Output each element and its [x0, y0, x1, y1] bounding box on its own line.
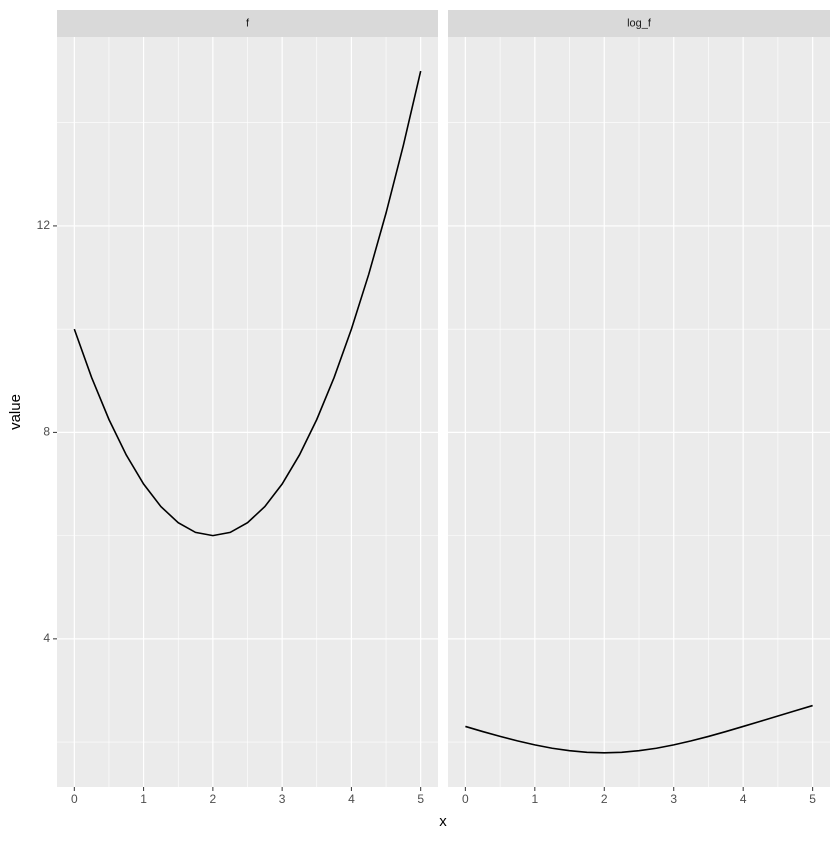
- x-tick-label: 4: [740, 792, 747, 806]
- x-tick-label: 0: [71, 792, 78, 806]
- strip-label: f: [246, 17, 250, 29]
- x-tick-label: 5: [809, 792, 816, 806]
- strip: [57, 10, 438, 37]
- line: [73, 70, 422, 537]
- x-tick-label: 2: [210, 792, 217, 806]
- x-tick-label: 3: [670, 792, 677, 806]
- y-tick-label: 4: [43, 631, 50, 645]
- x-tick-label: 1: [140, 792, 147, 806]
- x-tick-label: 2: [601, 792, 608, 806]
- x-tick-label: 4: [348, 792, 355, 806]
- strip-label: log_f: [627, 17, 652, 29]
- y-tick-label: 8: [43, 425, 50, 439]
- x-tick-label: 5: [417, 792, 424, 806]
- x-tick-label: 3: [279, 792, 286, 806]
- y-axis-title: value: [7, 394, 24, 430]
- line: [465, 704, 813, 754]
- strip: [448, 10, 830, 37]
- x-tick-label: 1: [531, 792, 538, 806]
- x-axis-title: x: [439, 813, 447, 830]
- y-tick-label: 12: [37, 218, 51, 232]
- x-tick-label: 0: [462, 792, 469, 806]
